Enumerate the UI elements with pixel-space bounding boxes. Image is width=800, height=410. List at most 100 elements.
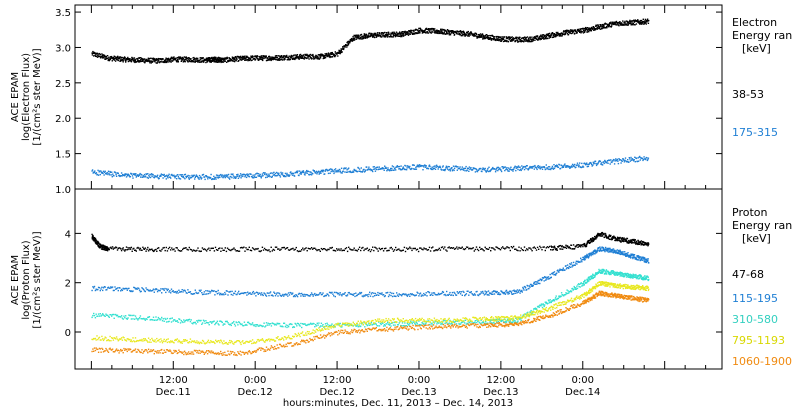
- proton-series-2-point: [264, 293, 266, 295]
- proton-series-2-point: [594, 250, 597, 252]
- electron-series-1-point: [263, 57, 265, 60]
- electron-series-2-point: [562, 165, 564, 167]
- electron-series-1-point: [96, 52, 98, 55]
- electron-series-2-point: [433, 165, 435, 168]
- electron-series-1-point: [440, 32, 442, 35]
- proton-series-2-point: [211, 290, 214, 292]
- proton-series-1-point: [533, 246, 535, 248]
- proton-series-1-point: [176, 247, 178, 249]
- electron-series-1-point: [392, 36, 394, 38]
- proton-series-1-point: [260, 250, 262, 252]
- electron-series-2-point: [230, 175, 232, 178]
- electron-series-2-point: [284, 175, 286, 178]
- electron-series-1-point: [318, 57, 320, 59]
- electron-series-2-point: [372, 166, 374, 168]
- electron-series-1-point: [118, 56, 120, 58]
- electron-series-1-point: [297, 56, 299, 58]
- proton-series-2-point: [562, 267, 564, 269]
- electron-series-1-point: [168, 58, 170, 60]
- proton-series-2-point: [477, 294, 479, 296]
- proton-series-1-point: [155, 248, 157, 251]
- electron-series-1-point: [256, 56, 258, 58]
- electron-series-1-point: [299, 55, 302, 58]
- electron-series-1-point: [463, 33, 466, 35]
- electron-series-2-point: [149, 176, 152, 179]
- electron-series-2-point: [525, 167, 527, 170]
- proton-series-1-point: [122, 247, 124, 249]
- electron-series-2-point: [158, 177, 160, 179]
- electron-series-2-point: [581, 162, 583, 165]
- proton-series-2-point: [592, 252, 594, 254]
- electron-series-2-point: [636, 160, 639, 163]
- electron-series-1-point: [145, 60, 147, 62]
- proton-series-3-point: [147, 316, 150, 318]
- electron-series-1-point: [544, 36, 547, 39]
- electron-series-1-point: [626, 24, 628, 26]
- proton-series-2-point: [265, 294, 267, 296]
- electron-series-1-point: [290, 56, 292, 59]
- electron-series-1-point: [499, 38, 501, 41]
- electron-series-2-point: [456, 169, 458, 171]
- electron-series-2-point: [202, 173, 205, 176]
- proton-series-2-point: [340, 293, 342, 296]
- electron-series-1-point: [405, 32, 407, 35]
- electron-series-1-point: [584, 28, 586, 30]
- electron-series-2-point: [166, 174, 168, 176]
- electron-series-2-point: [450, 168, 452, 170]
- electron-series-1-point: [114, 60, 117, 62]
- proton-series-3-point: [156, 319, 158, 321]
- proton-series-1-point: [363, 249, 365, 252]
- proton-series-2-point: [492, 293, 494, 295]
- electron-series-1-point: [573, 29, 575, 31]
- proton-series-1-point: [386, 250, 388, 252]
- electron-series-1-point: [619, 21, 621, 23]
- proton-series-2-point: [647, 258, 649, 260]
- proton-series-1-point: [290, 248, 292, 250]
- proton-series-2-point: [137, 287, 139, 289]
- proton-series-2-point: [123, 288, 125, 290]
- electron-series-1-point: [159, 61, 161, 63]
- electron-series-1-point: [486, 37, 489, 39]
- electron-series-1-point: [429, 31, 431, 34]
- proton-series-1-point: [633, 239, 635, 241]
- electron-series-1-point: [111, 60, 113, 62]
- proton-series-1-point: [635, 243, 637, 245]
- electron-series-2-point: [241, 175, 243, 177]
- proton-series-2-point: [519, 292, 521, 294]
- proton-series-1-point: [297, 250, 300, 253]
- electron-series-2-point: [213, 178, 216, 180]
- proton-series-1-point: [566, 245, 569, 247]
- electron-series-2-point: [168, 173, 170, 175]
- electron-legend-item-2: 175-315: [732, 126, 778, 139]
- electron-series-1-point: [264, 56, 266, 58]
- proton-series-3-point: [109, 314, 111, 316]
- proton-series-1-point: [246, 248, 248, 251]
- proton-series-1-point: [250, 249, 253, 252]
- electron-series-1-point: [351, 40, 354, 42]
- proton-series-1-point: [546, 246, 549, 248]
- electron-series-1-point: [234, 58, 236, 60]
- electron-series-1-point: [127, 56, 129, 59]
- proton-series-2-point: [642, 256, 645, 259]
- proton-series-1-point: [462, 248, 465, 250]
- electron-series-1-point: [218, 58, 220, 61]
- electron-legend-title-2: Energy ran: [732, 29, 792, 42]
- proton-series-2-point: [523, 289, 525, 291]
- electron-series-1-point: [373, 32, 376, 35]
- proton-series-1-point: [460, 247, 462, 249]
- electron-series-1-point: [148, 59, 150, 61]
- electron-series-1-point: [460, 32, 462, 34]
- electron-series-1-point: [233, 58, 235, 60]
- proton-series-2-point: [549, 273, 551, 276]
- electron-series-2-point: [177, 175, 179, 178]
- proton-series-2-point: [394, 295, 396, 297]
- electron-series-2-point: [487, 170, 490, 173]
- electron-series-1-point: [589, 27, 591, 29]
- electron-series-1-point: [351, 37, 353, 40]
- electron-series-1-point: [587, 29, 589, 32]
- electron-series-1-point: [282, 56, 284, 59]
- electron-series-1-point: [266, 59, 269, 61]
- electron-series-1-point: [98, 55, 100, 57]
- electron-series-1-point: [187, 61, 189, 63]
- proton-series-1-point: [244, 250, 246, 252]
